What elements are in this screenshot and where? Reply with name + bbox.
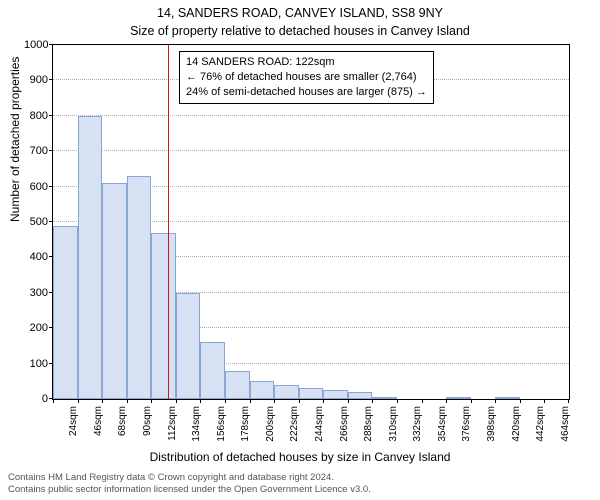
y-tick-mark [49, 327, 53, 328]
y-tick-mark [49, 363, 53, 364]
x-tick-mark [568, 399, 569, 403]
x-tick-mark [78, 399, 79, 403]
x-tick-label: 200sqm [265, 406, 276, 442]
x-tick-mark [422, 399, 423, 403]
x-tick-label: 244sqm [314, 406, 325, 442]
y-tick-mark [49, 44, 53, 45]
x-tick-label: 398sqm [486, 406, 497, 442]
y-tick-mark [49, 150, 53, 151]
x-tick-mark [520, 399, 521, 403]
x-tick-mark [53, 399, 54, 403]
x-tick-mark [299, 399, 300, 403]
bar [299, 388, 324, 399]
x-tick-mark [176, 399, 177, 403]
y-tick-label: 900 [24, 74, 48, 86]
x-tick-label: 420sqm [511, 406, 522, 442]
annotation-line: ← 76% of detached houses are smaller (2,… [186, 70, 427, 85]
x-tick-mark [348, 399, 349, 403]
y-tick-mark [49, 186, 53, 187]
x-tick-label: 134sqm [191, 406, 202, 442]
annotation-box: 14 SANDERS ROAD: 122sqm← 76% of detached… [179, 51, 434, 104]
y-tick-mark [49, 256, 53, 257]
x-tick-mark [274, 399, 275, 403]
plot-area: 14 SANDERS ROAD: 122sqm← 76% of detached… [52, 44, 570, 400]
bar [250, 381, 275, 399]
bar [53, 226, 78, 399]
bar [495, 397, 520, 399]
x-tick-label: 464sqm [560, 406, 571, 442]
x-tick-mark [471, 399, 472, 403]
x-tick-mark [397, 399, 398, 403]
y-tick-label: 200 [24, 322, 48, 334]
annotation-line: 14 SANDERS ROAD: 122sqm [186, 55, 427, 70]
y-tick-mark [49, 398, 53, 399]
y-tick-mark [49, 221, 53, 222]
x-tick-mark [495, 399, 496, 403]
x-tick-label: 354sqm [437, 406, 448, 442]
x-tick-mark [250, 399, 251, 403]
x-tick-label: 222sqm [289, 406, 300, 442]
y-tick-label: 400 [24, 251, 48, 263]
x-tick-label: 46sqm [93, 406, 104, 436]
x-tick-mark [446, 399, 447, 403]
y-tick-label: 600 [24, 181, 48, 193]
bar [348, 392, 373, 399]
bar [102, 183, 127, 399]
y-tick-label: 0 [24, 393, 48, 405]
x-tick-label: 24sqm [68, 406, 79, 436]
y-tick-label: 300 [24, 287, 48, 299]
bar [127, 176, 152, 399]
y-tick-mark [49, 292, 53, 293]
y-tick-label: 100 [24, 358, 48, 370]
footer-line-1: Contains HM Land Registry data © Crown c… [8, 472, 371, 484]
x-tick-label: 68sqm [117, 406, 128, 436]
bar [176, 293, 201, 399]
chart-title-sub: Size of property relative to detached ho… [0, 24, 600, 38]
bar [372, 397, 397, 399]
x-tick-label: 288sqm [363, 406, 374, 442]
x-tick-mark [200, 399, 201, 403]
reference-line [168, 45, 169, 399]
bar [200, 342, 225, 399]
x-tick-label: 156sqm [216, 406, 227, 442]
y-tick-label: 500 [24, 216, 48, 228]
x-tick-mark [372, 399, 373, 403]
x-tick-mark [102, 399, 103, 403]
footer-line-2: Contains public sector information licen… [8, 484, 371, 496]
x-axis-label: Distribution of detached houses by size … [0, 450, 600, 464]
x-tick-label: 376sqm [461, 406, 472, 442]
x-tick-label: 90sqm [142, 406, 153, 436]
x-tick-label: 112sqm [167, 406, 178, 441]
bar [225, 371, 250, 399]
y-axis-label: Number of detached properties [8, 57, 22, 222]
x-tick-mark [225, 399, 226, 403]
y-tick-mark [49, 79, 53, 80]
annotation-line: 24% of semi-detached houses are larger (… [186, 85, 427, 100]
y-tick-label: 1000 [24, 39, 48, 51]
x-tick-label: 442sqm [535, 406, 546, 442]
x-tick-label: 332sqm [412, 406, 423, 442]
bar [446, 397, 471, 399]
x-tick-mark [544, 399, 545, 403]
y-tick-label: 700 [24, 145, 48, 157]
x-tick-label: 310sqm [388, 406, 399, 442]
x-tick-mark [151, 399, 152, 403]
y-tick-label: 800 [24, 110, 48, 122]
x-tick-mark [323, 399, 324, 403]
bar [151, 233, 176, 399]
chart-title-main: 14, SANDERS ROAD, CANVEY ISLAND, SS8 9NY [0, 6, 600, 20]
bar [78, 116, 103, 399]
bar [274, 385, 299, 399]
bar [323, 390, 348, 399]
x-tick-label: 178sqm [240, 406, 251, 442]
footer-attribution: Contains HM Land Registry data © Crown c… [8, 472, 371, 496]
x-tick-label: 266sqm [339, 406, 350, 442]
y-tick-mark [49, 115, 53, 116]
x-tick-mark [127, 399, 128, 403]
